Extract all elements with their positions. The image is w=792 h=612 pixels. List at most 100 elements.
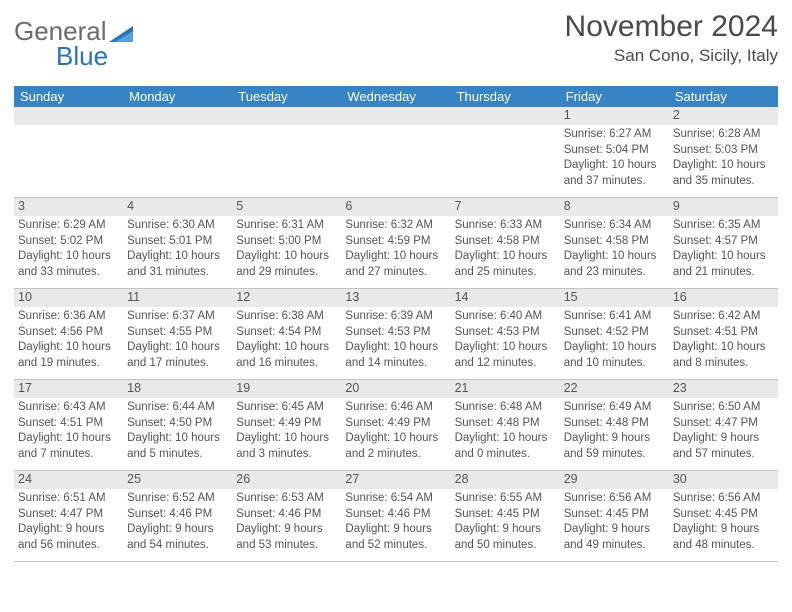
sunrise-text: Sunrise: 6:33 AM	[455, 218, 556, 234]
sunset-text: Sunset: 5:03 PM	[673, 143, 774, 159]
daylight-text: Daylight: 9 hours and 48 minutes.	[673, 522, 774, 553]
sunrise-text: Sunrise: 6:53 AM	[236, 491, 337, 507]
sunrise-text: Sunrise: 6:56 AM	[673, 491, 774, 507]
day-number-row: 17181920212223	[14, 380, 778, 398]
daylight-text: Daylight: 10 hours and 35 minutes.	[673, 158, 774, 189]
daylight-text: Daylight: 10 hours and 7 minutes.	[18, 431, 119, 462]
day-number: 23	[669, 380, 778, 398]
daylight-text: Daylight: 10 hours and 23 minutes.	[564, 249, 665, 280]
daylight-text: Daylight: 9 hours and 56 minutes.	[18, 522, 119, 553]
day-number: 15	[560, 289, 669, 307]
day-number: 13	[341, 289, 450, 307]
day-cell: Sunrise: 6:54 AMSunset: 4:46 PMDaylight:…	[341, 489, 450, 561]
day-cell	[341, 125, 450, 197]
day-number	[232, 107, 341, 125]
daylight-text: Daylight: 10 hours and 17 minutes.	[127, 340, 228, 371]
day-number: 12	[232, 289, 341, 307]
daylight-text: Daylight: 10 hours and 21 minutes.	[673, 249, 774, 280]
day-cell: Sunrise: 6:39 AMSunset: 4:53 PMDaylight:…	[341, 307, 450, 379]
sunrise-text: Sunrise: 6:36 AM	[18, 309, 119, 325]
day-content-row: Sunrise: 6:27 AMSunset: 5:04 PMDaylight:…	[14, 125, 778, 197]
day-number: 25	[123, 471, 232, 489]
daylight-text: Daylight: 9 hours and 54 minutes.	[127, 522, 228, 553]
daylight-text: Daylight: 9 hours and 53 minutes.	[236, 522, 337, 553]
sunrise-text: Sunrise: 6:52 AM	[127, 491, 228, 507]
calendar: Sunday Monday Tuesday Wednesday Thursday…	[14, 86, 778, 562]
logo-triangle-icon	[109, 24, 133, 47]
day-number	[14, 107, 123, 125]
day-cell	[232, 125, 341, 197]
calendar-week: 17181920212223Sunrise: 6:43 AMSunset: 4:…	[14, 380, 778, 471]
sunrise-text: Sunrise: 6:29 AM	[18, 218, 119, 234]
day-head-mon: Monday	[123, 86, 232, 107]
day-number: 10	[14, 289, 123, 307]
day-number: 30	[669, 471, 778, 489]
day-cell: Sunrise: 6:41 AMSunset: 4:52 PMDaylight:…	[560, 307, 669, 379]
day-number: 20	[341, 380, 450, 398]
sunrise-text: Sunrise: 6:49 AM	[564, 400, 665, 416]
day-cell: Sunrise: 6:29 AMSunset: 5:02 PMDaylight:…	[14, 216, 123, 288]
daylight-text: Daylight: 9 hours and 49 minutes.	[564, 522, 665, 553]
sunset-text: Sunset: 4:46 PM	[345, 507, 446, 523]
day-number: 9	[669, 198, 778, 216]
day-number: 18	[123, 380, 232, 398]
day-cell: Sunrise: 6:45 AMSunset: 4:49 PMDaylight:…	[232, 398, 341, 470]
daylight-text: Daylight: 10 hours and 37 minutes.	[564, 158, 665, 189]
calendar-week: 24252627282930Sunrise: 6:51 AMSunset: 4:…	[14, 471, 778, 562]
daylight-text: Daylight: 10 hours and 14 minutes.	[345, 340, 446, 371]
sunrise-text: Sunrise: 6:55 AM	[455, 491, 556, 507]
day-head-sat: Saturday	[669, 86, 778, 107]
sunset-text: Sunset: 4:55 PM	[127, 325, 228, 341]
day-cell: Sunrise: 6:33 AMSunset: 4:58 PMDaylight:…	[451, 216, 560, 288]
day-cell: Sunrise: 6:56 AMSunset: 4:45 PMDaylight:…	[560, 489, 669, 561]
day-number: 17	[14, 380, 123, 398]
day-cell: Sunrise: 6:48 AMSunset: 4:48 PMDaylight:…	[451, 398, 560, 470]
month-title: November 2024	[565, 10, 778, 44]
day-cell: Sunrise: 6:53 AMSunset: 4:46 PMDaylight:…	[232, 489, 341, 561]
sunrise-text: Sunrise: 6:40 AM	[455, 309, 556, 325]
day-number: 16	[669, 289, 778, 307]
daylight-text: Daylight: 9 hours and 52 minutes.	[345, 522, 446, 553]
day-number: 2	[669, 107, 778, 125]
day-cell: Sunrise: 6:36 AMSunset: 4:56 PMDaylight:…	[14, 307, 123, 379]
daylight-text: Daylight: 10 hours and 33 minutes.	[18, 249, 119, 280]
daylight-text: Daylight: 10 hours and 25 minutes.	[455, 249, 556, 280]
sunrise-text: Sunrise: 6:34 AM	[564, 218, 665, 234]
day-number: 5	[232, 198, 341, 216]
daylight-text: Daylight: 10 hours and 8 minutes.	[673, 340, 774, 371]
day-number: 7	[451, 198, 560, 216]
sunrise-text: Sunrise: 6:35 AM	[673, 218, 774, 234]
daylight-text: Daylight: 10 hours and 16 minutes.	[236, 340, 337, 371]
sunrise-text: Sunrise: 6:45 AM	[236, 400, 337, 416]
day-number	[451, 107, 560, 125]
sunset-text: Sunset: 4:59 PM	[345, 234, 446, 250]
day-number: 27	[341, 471, 450, 489]
sunrise-text: Sunrise: 6:50 AM	[673, 400, 774, 416]
day-number: 6	[341, 198, 450, 216]
sunrise-text: Sunrise: 6:32 AM	[345, 218, 446, 234]
day-number: 21	[451, 380, 560, 398]
day-number: 14	[451, 289, 560, 307]
day-number: 1	[560, 107, 669, 125]
day-number: 11	[123, 289, 232, 307]
sunrise-text: Sunrise: 6:54 AM	[345, 491, 446, 507]
day-number-row: 10111213141516	[14, 289, 778, 307]
sunset-text: Sunset: 4:51 PM	[18, 416, 119, 432]
sunrise-text: Sunrise: 6:39 AM	[345, 309, 446, 325]
location-label: San Cono, Sicily, Italy	[565, 46, 778, 66]
daylight-text: Daylight: 10 hours and 2 minutes.	[345, 431, 446, 462]
day-cell: Sunrise: 6:55 AMSunset: 4:45 PMDaylight:…	[451, 489, 560, 561]
daylight-text: Daylight: 10 hours and 31 minutes.	[127, 249, 228, 280]
day-cell: Sunrise: 6:32 AMSunset: 4:59 PMDaylight:…	[341, 216, 450, 288]
day-number-row: 12	[14, 107, 778, 125]
sunrise-text: Sunrise: 6:30 AM	[127, 218, 228, 234]
day-cell: Sunrise: 6:35 AMSunset: 4:57 PMDaylight:…	[669, 216, 778, 288]
daylight-text: Daylight: 9 hours and 59 minutes.	[564, 431, 665, 462]
day-cell: Sunrise: 6:38 AMSunset: 4:54 PMDaylight:…	[232, 307, 341, 379]
sunrise-text: Sunrise: 6:27 AM	[564, 127, 665, 143]
sunrise-text: Sunrise: 6:48 AM	[455, 400, 556, 416]
day-number: 29	[560, 471, 669, 489]
day-cell: Sunrise: 6:50 AMSunset: 4:47 PMDaylight:…	[669, 398, 778, 470]
sunset-text: Sunset: 4:49 PM	[236, 416, 337, 432]
sunrise-text: Sunrise: 6:42 AM	[673, 309, 774, 325]
